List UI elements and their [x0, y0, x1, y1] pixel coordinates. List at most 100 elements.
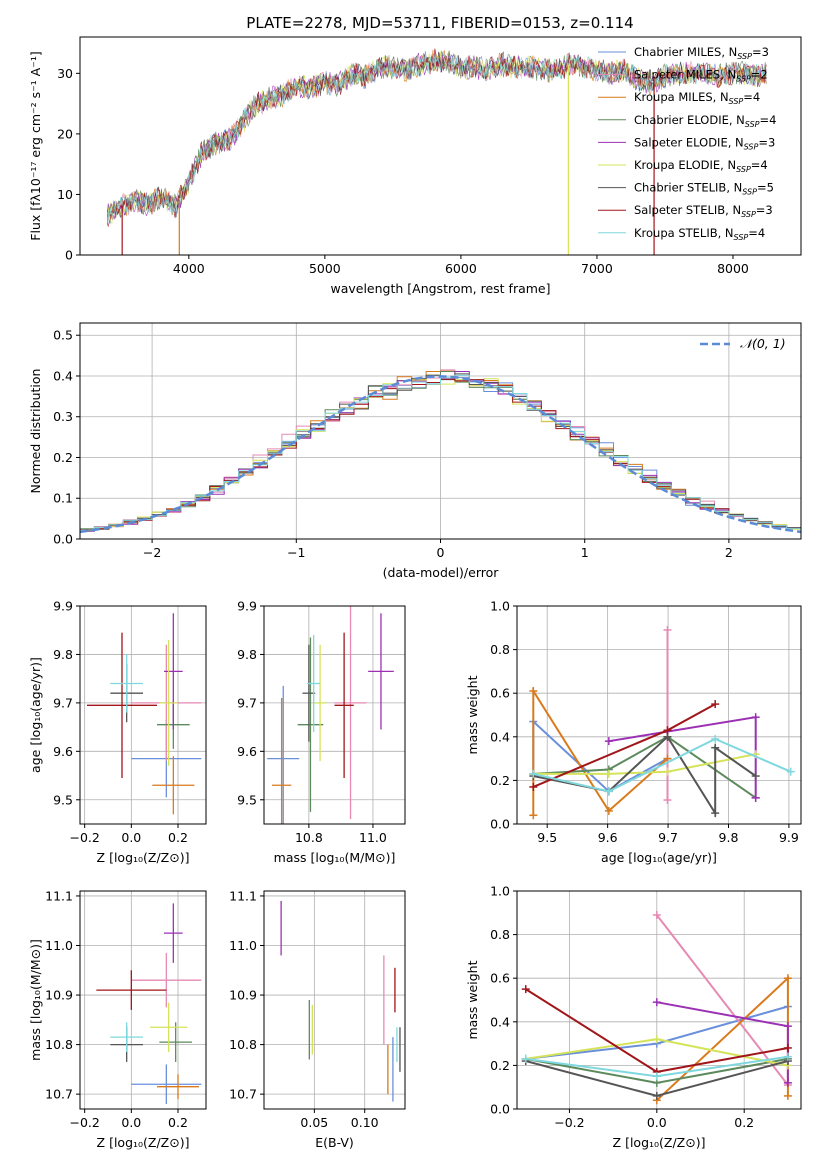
y-tick-label: 11.0: [229, 938, 257, 953]
y-tick-label: 0.2: [53, 450, 73, 465]
y-axis-label: Normed distribution: [28, 369, 43, 494]
spectrum-line: [106, 50, 767, 224]
y-tick-label: 10.8: [229, 1037, 257, 1052]
weight_vs_age-panel: 9.5 9.6 9.7 9.8 9.9 0.0 0.2 0.4 0.6 0.8 1.0 age [lo…: [465, 599, 802, 865]
x-tick-label: 0.2: [168, 830, 188, 845]
x-tick-label: 0.2: [168, 1115, 188, 1130]
x-axis-label: Z [log₁₀(Z/Z⊙)]: [97, 1135, 190, 1150]
x-tick-label: 9.7: [658, 830, 678, 845]
y-tick-label: 0.6: [490, 686, 510, 701]
spectrum-panel: 4000 5000 6000 7000 8000 0 10 20 30 wavelength [A…: [28, 36, 802, 296]
weight_vs_Z-plot-area: [521, 910, 792, 1105]
y-axis-label: Flux [fλ10⁻¹⁷ erg cm⁻² s⁻¹ A⁻¹]: [28, 51, 43, 240]
legend-entry: Chabrier ELODIE, NSSP=4: [634, 113, 776, 129]
y-tick-label: 10.7: [45, 1087, 73, 1102]
x-tick-label: 10.8: [295, 830, 323, 845]
axes-frame: [516, 890, 802, 1110]
y-tick-label: 0.4: [490, 1014, 510, 1029]
y-tick-label: 0.8: [490, 927, 510, 942]
y-tick-label: 0.2: [490, 1058, 510, 1073]
spectrum-line: [106, 50, 767, 220]
y-tick-label: 9.7: [237, 695, 257, 710]
legend-entry: Chabrier STELIB, NSSP=5: [634, 181, 774, 197]
y-axis-label: age [log₁₀(age/yr)]: [28, 657, 43, 773]
y-tick-label: 0.1: [53, 491, 73, 506]
weight-line: [533, 753, 756, 775]
mass_vs_ebv-panel: 0.05 0.10 10.7 10.8 10.9 11.0 11.1 E(B-V): [229, 888, 406, 1150]
x-tick-label: 0.05: [300, 1115, 328, 1130]
axes-frame: [516, 605, 802, 825]
y-tick-label: 0.4: [490, 729, 510, 744]
y-tick-label: 10.9: [229, 988, 257, 1003]
y-tick-label: 0: [65, 248, 73, 263]
y-axis-label: mass [log₁₀(M/M⊙)]: [28, 939, 43, 1061]
y-axis-label: mass weight: [465, 960, 480, 1039]
residuals-panel: −2 −1 0 1 2 0.0 0.1 0.2 0.3 0.4 0.5 (data-model)/er…: [28, 322, 802, 580]
gaussian-curve: [80, 375, 801, 534]
y-tick-label: 9.5: [237, 792, 257, 807]
x-axis-label: E(B-V): [315, 1135, 354, 1150]
legend-entry: Salpeter MILES, NSSP=2: [634, 68, 768, 84]
x-tick-label: 1: [581, 545, 589, 560]
weight-line: [533, 737, 792, 793]
x-tick-label: −2: [143, 545, 161, 560]
weight_vs_age-plot-area: [529, 625, 795, 820]
weight-line: [532, 687, 669, 816]
y-tick-label: 10.8: [45, 1037, 73, 1052]
y-tick-label: 9.9: [237, 599, 257, 614]
x-axis-label: mass [log₁₀(M/M⊙)]: [274, 850, 396, 865]
weight_vs_Z-panel: −0.2 0.0 0.2 0.0 0.2 0.4 0.6 0.8 1.0 Z [log₁₀(Z/Z…: [465, 884, 802, 1150]
x-tick-label: −0.2: [554, 1115, 584, 1130]
axes-frame: [79, 36, 802, 256]
y-tick-label: 9.6: [237, 744, 257, 759]
residuals-plot-area: [80, 369, 801, 539]
x-axis-label: Z [log₁₀(Z/Z⊙)]: [613, 1135, 706, 1150]
y-tick-label: 9.7: [53, 695, 73, 710]
y-tick-label: 9.8: [237, 647, 257, 662]
legend-entry: Chabrier MILES, NSSP=3: [634, 45, 769, 61]
y-tick-label: 0.0: [53, 532, 73, 547]
y-tick-label: 10: [57, 187, 73, 202]
y-tick-label: 0.3: [53, 409, 73, 424]
y-tick-label: 0.8: [490, 642, 510, 657]
spectrum-plot-area: [106, 48, 767, 255]
age_vs_Z-panel: −0.2 0.0 0.2 9.5 9.6 9.7 9.8 9.9 Z [log₁₀(Z/Z⊙)]…: [28, 599, 207, 865]
y-tick-label: 0.6: [490, 971, 510, 986]
y-tick-label: 9.9: [53, 599, 73, 614]
x-tick-label: 8000: [717, 261, 749, 276]
x-tick-label: 7000: [581, 261, 613, 276]
mass_vs_Z-plot-area: [96, 903, 202, 1105]
mass_vs_ebv-plot-area: [280, 900, 401, 1102]
x-axis-label: wavelength [Angstrom, rest frame]: [330, 281, 550, 296]
y-tick-label: 0.4: [53, 368, 73, 383]
x-tick-label: 0.0: [121, 1115, 141, 1130]
y-tick-label: 1.0: [490, 599, 510, 614]
age_vs_Z-plot-area: [87, 613, 202, 815]
x-axis-label: Z [log₁₀(Z/Z⊙)]: [97, 850, 190, 865]
x-tick-label: 0.2: [734, 1115, 754, 1130]
x-tick-label: 9.8: [719, 830, 739, 845]
y-axis-label: mass weight: [465, 675, 480, 754]
axes-frame: [263, 890, 406, 1110]
y-tick-label: 1.0: [490, 884, 510, 899]
x-tick-label: 9.6: [598, 830, 618, 845]
y-tick-label: 30: [57, 66, 73, 81]
y-tick-label: 9.6: [53, 744, 73, 759]
age_vs_mass-panel: 10.8 11.0 9.5 9.6 9.7 9.8 9.9 mass [log₁₀(M/M⊙)…: [237, 599, 406, 865]
y-tick-label: 9.5: [53, 792, 73, 807]
x-tick-label: 0: [437, 545, 445, 560]
axes-frame: [263, 605, 406, 825]
x-axis-label: age [log₁₀(age/yr)]: [601, 850, 717, 865]
mass_vs_Z-panel: −0.2 0.0 0.2 10.7 10.8 10.9 11.0 11.1 Z [log₁₀(Z…: [28, 888, 207, 1150]
y-tick-label: 0.0: [490, 817, 510, 832]
y-tick-label: 0.5: [53, 328, 73, 343]
x-tick-label: −0.2: [69, 830, 99, 845]
legend-entry: Kroupa STELIB, NSSP=4: [634, 226, 765, 242]
legend-entry: Salpeter STELIB, NSSP=3: [634, 203, 773, 219]
x-tick-label: 9.5: [537, 830, 557, 845]
y-tick-label: 11.1: [229, 888, 257, 903]
x-tick-label: −0.2: [69, 1115, 99, 1130]
